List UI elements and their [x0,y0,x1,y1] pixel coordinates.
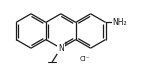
Text: N: N [58,44,64,53]
Text: +: + [62,41,67,46]
Text: Cl⁻: Cl⁻ [80,56,90,62]
Text: NH₂: NH₂ [112,18,127,27]
